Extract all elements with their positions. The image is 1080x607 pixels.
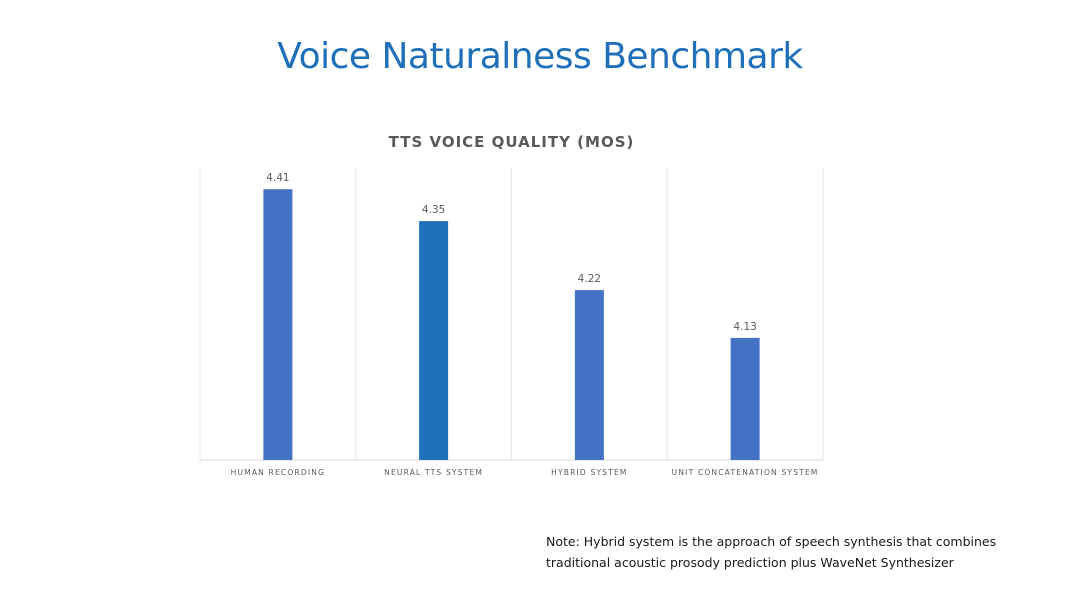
slide-title: Voice Naturalness Benchmark [277, 36, 803, 77]
footnote-line-2: traditional acoustic prosody prediction … [546, 555, 954, 570]
category-label: UNIT CONCATENATION SYSTEM [672, 468, 819, 477]
footnote: Note: Hybrid system is the approach of s… [546, 531, 1026, 573]
data-label: 4.22 [578, 273, 601, 285]
bar [419, 221, 449, 460]
category-label: NEURAL TTS SYSTEM [384, 468, 483, 477]
data-label: 4.41 [266, 172, 289, 184]
bar [730, 337, 760, 460]
footnote-line-1: Note: Hybrid system is the approach of s… [546, 534, 997, 549]
data-label: 4.13 [733, 321, 756, 333]
bar [263, 189, 293, 460]
category-label: HUMAN RECORDING [231, 468, 325, 477]
category-label: HYBRID SYSTEM [551, 468, 627, 477]
data-label: 4.35 [422, 204, 445, 216]
chart-title: TTS VOICE QUALITY (MOS) [388, 133, 635, 151]
bar [574, 290, 604, 460]
